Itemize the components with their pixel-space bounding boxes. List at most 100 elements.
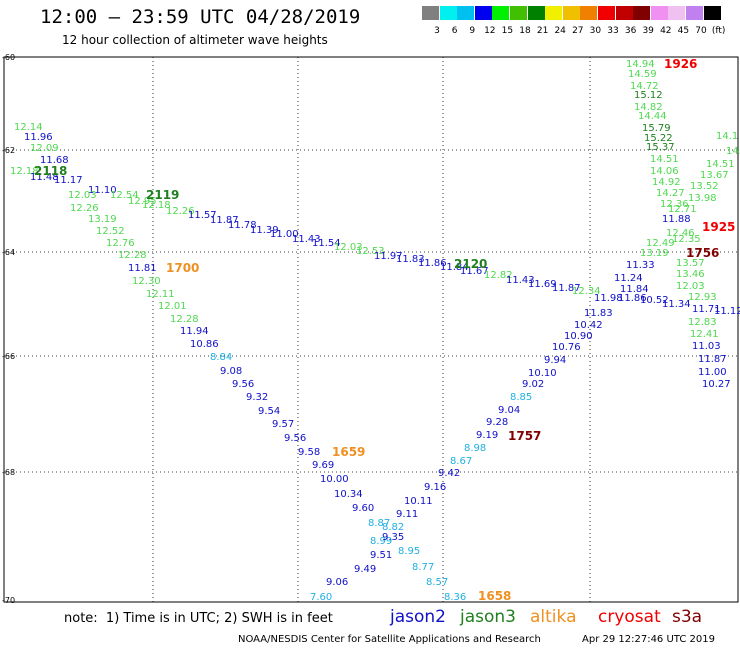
wave-height-label: 14.59	[628, 69, 657, 80]
wave-height-label: 11.81	[128, 263, 157, 274]
wave-height-label: 8.36	[444, 592, 466, 603]
legend-swatch	[510, 6, 527, 20]
wave-height-label: 12.03	[334, 242, 363, 253]
legend-swatch	[598, 6, 615, 20]
wave-height-label: 12.93	[688, 292, 717, 303]
wave-height-label: 9.16	[424, 482, 446, 493]
wave-height-label: 9.32	[246, 392, 268, 403]
satellite-cryosat: cryosat	[598, 607, 661, 627]
wave-height-label: 11.84	[440, 262, 469, 273]
map-frame	[3, 56, 739, 603]
wave-height-label: 12.41	[690, 329, 719, 340]
wave-height-label: 10.00	[320, 474, 349, 485]
wave-height-label: 11.34	[662, 299, 691, 310]
wave-height-label: 10.76	[552, 342, 581, 353]
wave-height-label: 13.67	[700, 170, 729, 181]
satellite-s3a: s3a	[672, 607, 703, 627]
wave-height-label: 11.43	[292, 234, 321, 245]
legend-label: 39	[642, 26, 654, 36]
legend-label: 45	[677, 26, 690, 36]
wave-height-label: 11.88	[662, 214, 691, 225]
latitude-label: -60	[2, 53, 15, 62]
wave-height-label: 11.33	[626, 260, 655, 271]
page-subtitle: 12 hour collection of altimeter wave hei…	[62, 33, 328, 47]
wave-height-label: 9.58	[298, 447, 320, 458]
legend-label: 27	[572, 26, 584, 36]
wave-height-label: 13.98	[688, 193, 717, 204]
pass-time-label: 1926	[664, 57, 697, 71]
wave-height-label: 7.60	[310, 592, 332, 603]
legend-swatch	[703, 6, 721, 20]
wave-height-label: 9.08	[220, 366, 242, 377]
pass-time-label: 2118	[34, 164, 67, 178]
wave-height-label: 12.18	[142, 200, 171, 211]
legend-swatch	[615, 6, 633, 20]
wave-height-label: 11.86	[618, 293, 647, 304]
legend-label: 30	[589, 26, 602, 36]
latitude-label: -62	[2, 146, 15, 155]
latitude-label: -68	[2, 468, 15, 477]
wave-height-label: 13.19	[640, 248, 669, 259]
wave-height-label: 13.57	[676, 258, 705, 269]
pass-time-label: 1757	[508, 429, 541, 443]
wave-height-label: 15.79	[642, 123, 671, 134]
wave-height-label: 11.54	[312, 238, 341, 249]
satellite-jason2: jason2	[390, 607, 446, 627]
wave-height-label: 11.12	[714, 306, 740, 317]
legend-swatch	[422, 6, 439, 20]
legend-label: 36	[624, 26, 637, 36]
wave-height-label: 14.06	[650, 166, 679, 177]
wave-height-label: 9.42	[438, 468, 460, 479]
wave-height-label: 11.00	[698, 367, 727, 378]
wave-height-label: 12.26	[70, 203, 99, 214]
wave-height-label: 15.37	[646, 142, 675, 153]
wave-height-label: 10.11	[404, 496, 433, 507]
wave-height-label: 12.28	[118, 250, 147, 261]
wave-height-label: 11.84	[620, 284, 649, 295]
latitude-label: -70	[2, 596, 15, 605]
wave-height-label: 14.27	[656, 188, 685, 199]
wave-height-label: 11.39	[250, 225, 279, 236]
legend-swatch	[633, 6, 651, 20]
wave-height-label: 11.83	[584, 308, 613, 319]
legend-swatch	[439, 6, 457, 20]
wave-height-label: 11.97	[374, 251, 403, 262]
wave-height-label: 12.03	[68, 190, 97, 201]
wave-height-label: 11.43	[506, 275, 535, 286]
legend-label: 3	[434, 26, 440, 36]
satellite-altika: altika	[530, 607, 577, 627]
wave-height-label: 12.03	[676, 281, 705, 292]
wave-height-label: 12.34	[572, 286, 601, 297]
wave-height-label: 12.28	[170, 314, 199, 325]
wave-height-label: 15.22	[644, 133, 673, 144]
credit-line: NOAA/NESDIS Center for Satellite Applica…	[238, 634, 541, 645]
wave-height-label: 10.86	[190, 339, 219, 350]
legend-label: 42	[660, 26, 672, 36]
legend-label: (ft)	[711, 26, 726, 36]
wave-height-label: 13.19	[88, 214, 117, 225]
wave-height-label: 12.76	[106, 238, 135, 249]
satellite-jason3: jason3	[460, 607, 516, 627]
wave-height-label: 11.17	[54, 175, 83, 186]
wave-height-label: 14.92	[652, 177, 681, 188]
wave-height-label: 12.54	[110, 190, 139, 201]
wave-height-label: 12.46	[666, 228, 695, 239]
wave-height-label: 11.03	[692, 341, 721, 352]
wave-height-label: 13.46	[676, 269, 705, 280]
wave-height-label: 12.49	[646, 238, 675, 249]
wave-height-label: 10.52	[640, 295, 669, 306]
wave-height-label: 9.69	[312, 460, 334, 471]
legend-swatch	[580, 6, 598, 20]
generated-timestamp: Apr 29 12:27:46 UTC 2019	[582, 634, 715, 645]
wave-height-label: 10.34	[334, 489, 363, 500]
legend-label: 24	[554, 26, 566, 36]
wave-height-label: 8.82	[382, 522, 404, 533]
wave-height-label: 11.86	[418, 258, 447, 269]
wave-height-label: 11.48	[30, 172, 59, 183]
wave-height-label: 11.67	[460, 266, 489, 277]
wave-height-label: 11.83	[396, 254, 425, 265]
page-title: 12:00 — 23:59 UTC 04/28/2019	[40, 6, 361, 28]
wave-height-label: 12.18	[10, 166, 39, 177]
legend-swatch	[668, 6, 686, 20]
wave-height-label: 9.35	[382, 532, 404, 543]
